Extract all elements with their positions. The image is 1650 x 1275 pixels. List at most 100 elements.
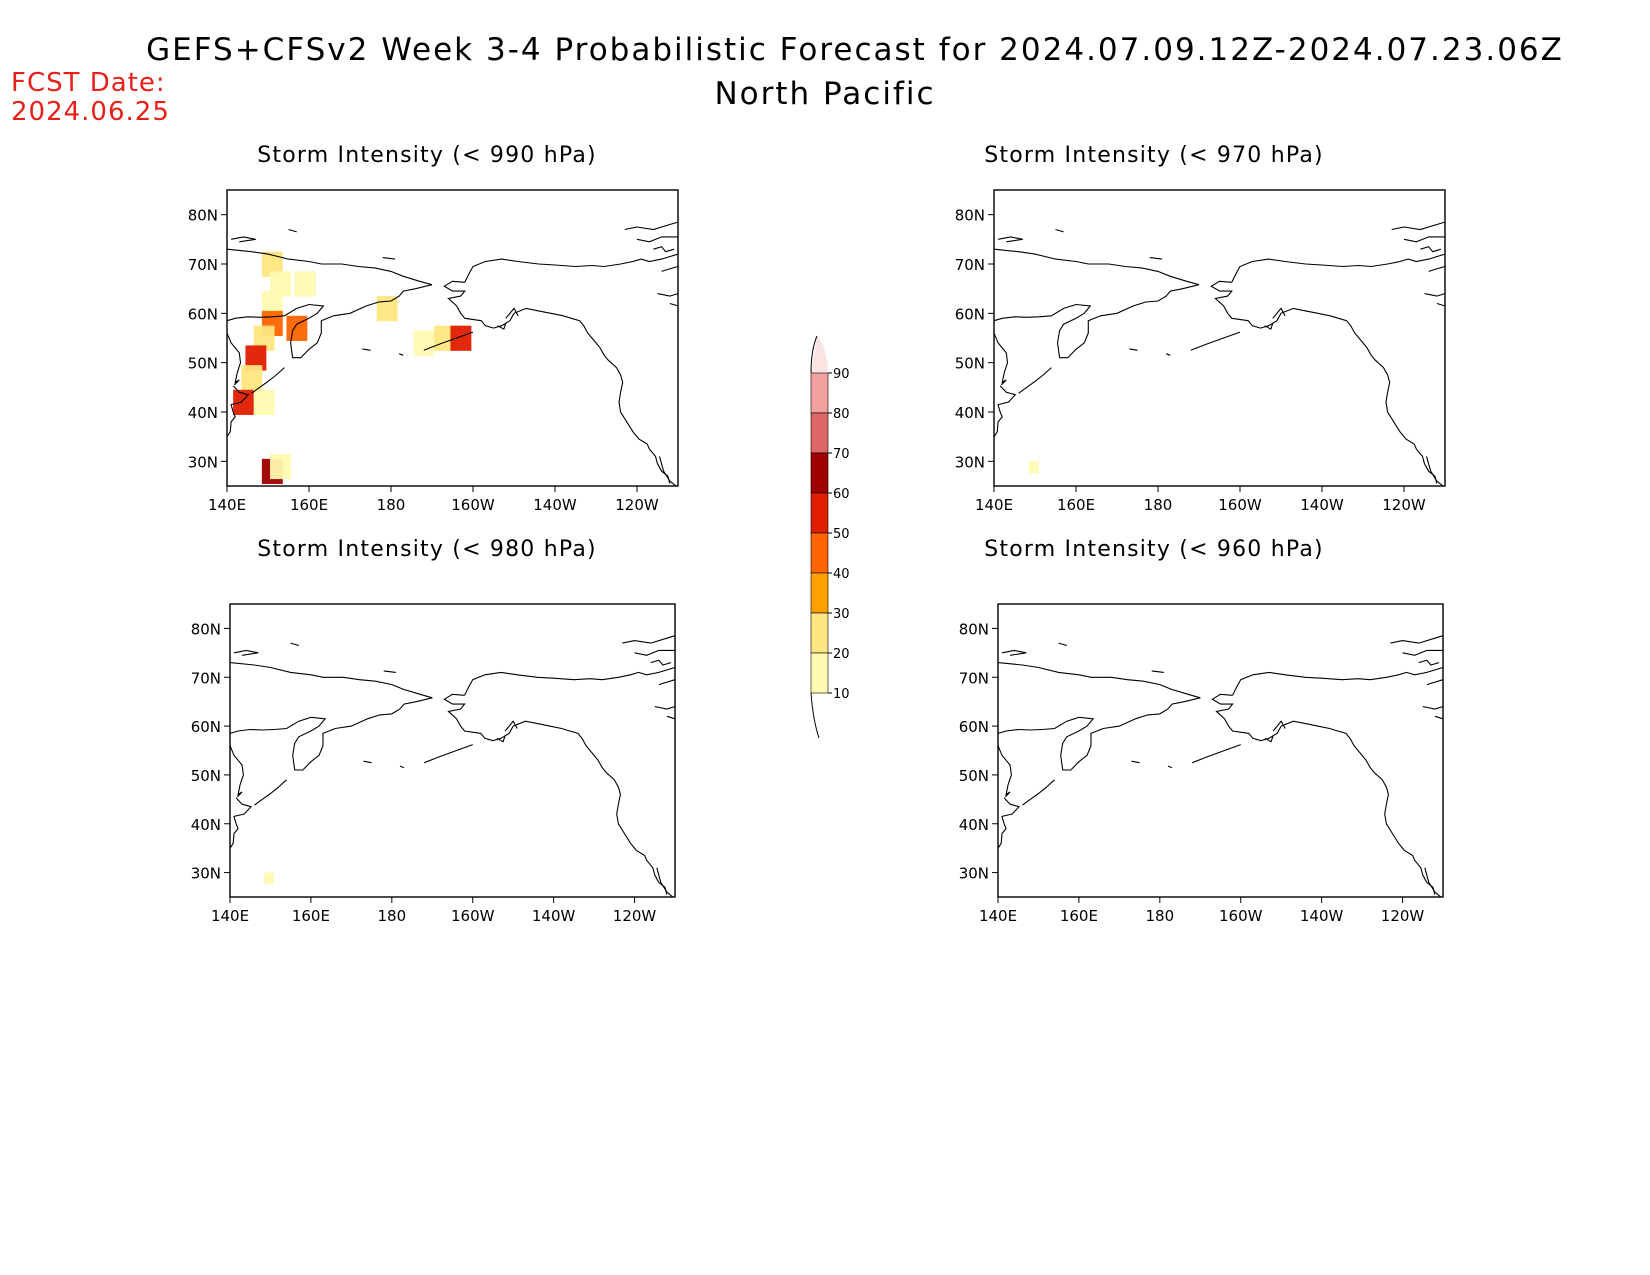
- coastline: [504, 720, 518, 732]
- coastline: [1264, 735, 1274, 743]
- coastline: [443, 693, 668, 895]
- coastline: [226, 248, 433, 286]
- coastline: [1211, 693, 1436, 895]
- colorbar-label: 60: [833, 487, 850, 502]
- coastline: [993, 332, 1009, 386]
- colorbar-label: 20: [833, 647, 850, 662]
- lat-tick-label: 40N: [188, 404, 218, 422]
- colorbar-bottom-edge: [810, 692, 820, 739]
- coastline: [654, 705, 676, 710]
- colorbar-top-edge: [810, 335, 818, 374]
- map-frame: [229, 603, 676, 898]
- coastline: [1001, 649, 1027, 656]
- lon-tick-label: 140W: [1300, 907, 1344, 925]
- coastline: [1426, 679, 1444, 686]
- lon-tick-label: 140W: [1300, 496, 1344, 514]
- coastline: [383, 670, 396, 673]
- coastline: [993, 385, 1017, 438]
- coastline: [1018, 367, 1052, 394]
- coastline: [1403, 236, 1445, 243]
- panel-title-960: Storm Intensity (< 960 hPa): [984, 537, 1324, 562]
- coastline: [226, 385, 250, 438]
- coastline: [1422, 705, 1444, 710]
- lat-tick-label: 30N: [188, 453, 218, 471]
- coastline: [1058, 642, 1067, 647]
- lon-tick-label: 160E: [1057, 496, 1095, 514]
- coastline: [497, 323, 507, 330]
- lat-tick-label: 70N: [188, 256, 218, 274]
- lat-tick-label: 50N: [959, 767, 989, 785]
- coastline: [464, 253, 679, 283]
- lon-tick-label: 120W: [613, 907, 657, 925]
- coastline: [997, 745, 1012, 798]
- coastline: [1418, 659, 1440, 666]
- coastline: [290, 642, 299, 647]
- lat-tick-label: 80N: [959, 620, 989, 638]
- lon-tick-label: 160W: [451, 907, 495, 925]
- coastline: [1272, 720, 1286, 732]
- coastline: [1391, 221, 1446, 231]
- lon-tick-label: 180: [377, 496, 406, 514]
- lat-tick-label: 80N: [188, 207, 218, 225]
- lat-tick-label: 80N: [955, 207, 985, 225]
- lon-tick-label: 180: [377, 907, 406, 925]
- coastline: [1210, 280, 1438, 484]
- probability-cell: [253, 389, 275, 415]
- coastline: [658, 679, 676, 686]
- lon-tick-label: 140W: [532, 907, 576, 925]
- figure-title: GEFS+CFSv2 Week 3-4 Probabilistic Foreca…: [146, 32, 1564, 68]
- map-frame: [226, 189, 679, 487]
- lat-tick-label: 60N: [959, 718, 989, 736]
- coastline: [1264, 323, 1274, 330]
- coastline: [653, 246, 675, 253]
- lat-tick-label: 30N: [955, 453, 985, 471]
- coastline: [1231, 253, 1446, 283]
- lat-tick-label: 50N: [955, 355, 985, 373]
- coastline: [1436, 302, 1446, 307]
- lat-tick-label: 70N: [955, 256, 985, 274]
- coastline: [993, 284, 1200, 359]
- lon-tick-label: 160W: [1218, 496, 1262, 514]
- coastline: [1190, 331, 1241, 351]
- colorbar-label: 80: [833, 407, 850, 422]
- probability-cell: [264, 872, 275, 885]
- lon-tick-label: 180: [1145, 907, 1174, 925]
- coastline: [229, 662, 433, 699]
- map-panel-990: 80N 70N 60N 50N 40N 30N 140E 160E 180 160W 140W 120…: [188, 189, 679, 514]
- map-panel-970: 80N 70N 60N 50N 40N 30N 140E 160E 180 160W 140W 120…: [955, 189, 1446, 514]
- colorbar-segment: [810, 452, 829, 494]
- panel-title-980: Storm Intensity (< 980 hPa): [257, 537, 597, 562]
- coastline: [622, 635, 676, 644]
- lon-tick-label: 140E: [208, 496, 246, 514]
- coastline: [997, 236, 1023, 243]
- colorbar-label: 10: [833, 687, 850, 702]
- panel-title-970: Storm Intensity (< 970 hPa): [984, 143, 1324, 168]
- lon-tick-label: 160E: [292, 907, 330, 925]
- coastline: [1424, 867, 1442, 898]
- lon-tick-label: 140E: [975, 496, 1013, 514]
- fcst-date-value: 2024.06.25: [11, 97, 170, 127]
- lat-tick-label: 30N: [191, 865, 221, 883]
- figure-subtitle: North Pacific: [714, 76, 936, 112]
- lat-tick-label: 60N: [191, 718, 221, 736]
- lat-tick-label: 40N: [955, 404, 985, 422]
- coastline: [230, 236, 256, 243]
- coastline: [656, 867, 674, 898]
- map-panel-980: 80N 70N 60N 50N 40N 30N 140E 160E 180 160W 140W 120…: [191, 603, 676, 925]
- coastline: [624, 221, 679, 231]
- lat-tick-label: 60N: [955, 305, 985, 323]
- colorbar-label: 50: [833, 527, 850, 542]
- coastline: [229, 697, 433, 771]
- lat-tick-label: 70N: [191, 669, 221, 687]
- coastline: [993, 248, 1200, 286]
- lat-tick-label: 30N: [959, 865, 989, 883]
- colorbar-segment: [810, 372, 829, 414]
- colorbar-label: 90: [833, 367, 850, 382]
- lon-tick-label: 120W: [615, 496, 659, 514]
- probability-cell: [294, 271, 316, 297]
- coastline: [634, 649, 675, 656]
- probability-cell: [270, 271, 291, 297]
- colorbar-segment: [810, 652, 829, 694]
- probability-cell: [286, 315, 308, 341]
